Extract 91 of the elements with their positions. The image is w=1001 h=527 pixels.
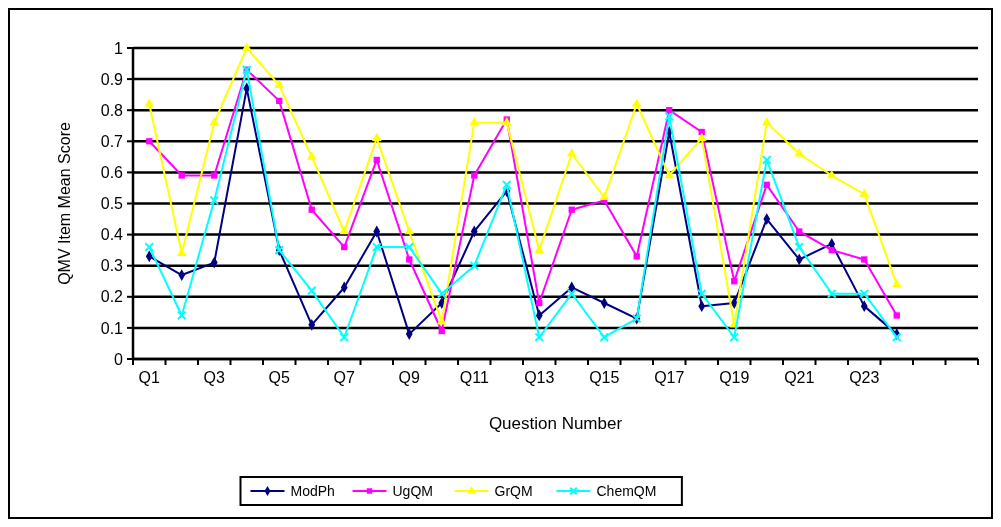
x-tick-label: Q21 (784, 369, 815, 386)
legend-label: ModPh (290, 482, 335, 499)
point (566, 148, 577, 157)
point (534, 244, 545, 253)
point (826, 288, 837, 299)
point (306, 151, 317, 160)
point (176, 247, 187, 257)
point (341, 243, 348, 251)
point (859, 288, 870, 299)
x-tick-label: Q9 (398, 369, 421, 386)
point (436, 316, 447, 325)
x-tick-label: Q19 (719, 369, 750, 386)
legend-label: UgQM (392, 482, 433, 499)
point (599, 191, 610, 201)
point (501, 180, 512, 190)
point (566, 288, 577, 299)
point (469, 260, 480, 271)
point (176, 310, 187, 321)
x-axis-title: Question Number (488, 414, 623, 433)
y-tick-label: 0 (114, 350, 124, 368)
point (371, 242, 382, 252)
point (536, 299, 543, 307)
point (471, 172, 478, 179)
x-tick-label: Q1 (138, 369, 161, 386)
point (664, 169, 675, 179)
point (404, 225, 415, 235)
point (891, 278, 902, 288)
point (373, 156, 380, 164)
point (599, 332, 610, 343)
x-tick-label: Q13 (524, 369, 555, 386)
legend-label: GrQM (494, 482, 533, 499)
point (144, 98, 155, 107)
point (696, 132, 707, 141)
point (696, 288, 707, 299)
y-tick-label: 0.5 (100, 195, 124, 213)
point (891, 332, 902, 343)
point (274, 79, 285, 89)
point (306, 285, 317, 296)
point (826, 169, 837, 179)
point (469, 117, 480, 126)
point (339, 332, 350, 343)
point (436, 288, 447, 299)
point (893, 312, 900, 319)
point (828, 246, 835, 254)
point (144, 242, 155, 252)
point (276, 97, 283, 105)
point (308, 206, 315, 213)
point (209, 195, 220, 206)
y-tick-label: 0.6 (100, 164, 124, 181)
point (761, 117, 772, 126)
y-tick-label: 0.2 (100, 288, 124, 306)
point (568, 206, 575, 213)
point (633, 253, 640, 260)
point (631, 98, 642, 107)
y-tick-label: 0.4 (100, 226, 124, 244)
point (339, 225, 350, 235)
point (209, 117, 220, 126)
point (729, 332, 740, 343)
point (178, 172, 185, 179)
x-tick-label: Q3 (203, 369, 226, 386)
point (404, 242, 415, 252)
point (211, 172, 218, 179)
y-tick-label: 0.8 (100, 101, 124, 119)
x-tick-label: Q17 (654, 369, 685, 386)
x-tick-label: Q7 (333, 369, 356, 386)
x-tick-label: Q11 (459, 369, 489, 386)
point (438, 327, 445, 335)
point (146, 138, 153, 145)
point (794, 242, 805, 252)
point (861, 256, 868, 263)
point (731, 278, 738, 285)
point (796, 228, 803, 235)
x-tick-label: Q23 (849, 369, 880, 386)
y-tick-label: 0.1 (100, 319, 124, 337)
y-tick-label: 0.9 (100, 70, 124, 88)
y-tick-label: 0.7 (100, 132, 124, 150)
point (763, 181, 770, 188)
x-tick-label: Q5 (268, 369, 291, 386)
point (859, 188, 870, 197)
point (241, 42, 252, 51)
point (534, 332, 545, 343)
point (406, 256, 413, 263)
point (664, 111, 675, 122)
point (371, 132, 382, 141)
y-tick-label: 0.3 (100, 257, 124, 275)
y-axis-title: QMV Item Mean Score (56, 122, 73, 285)
point (761, 155, 772, 165)
legend-label: ChemQM (596, 482, 657, 499)
x-tick-label: Q15 (589, 369, 620, 386)
y-tick-label: 1 (114, 39, 124, 57)
point (794, 148, 805, 157)
